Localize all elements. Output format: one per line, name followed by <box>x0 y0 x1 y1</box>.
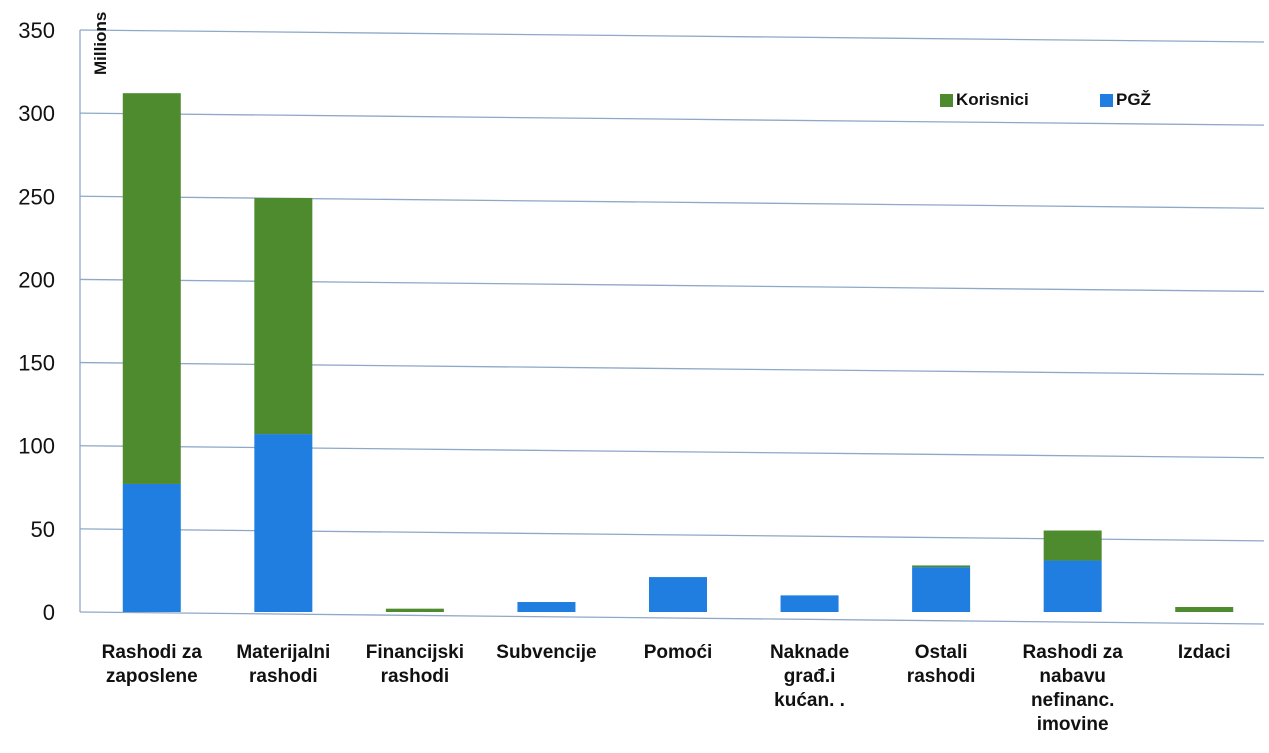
x-tick-label: Naknade građ.i kućan. . <box>770 642 849 711</box>
x-tick-label: Materijalni rashodi <box>236 642 330 687</box>
x-tick-label-line: Subvencije <box>496 642 596 663</box>
x-tick-label: Subvencije <box>496 642 596 663</box>
bar-korisnici <box>1043 530 1102 561</box>
y-axis-ticks: 0 50 100 150 200 250 300 350 <box>18 18 55 625</box>
x-tick-label-line: Pomoći <box>644 642 713 663</box>
x-tick-label-line: rashodi <box>249 666 318 687</box>
gridline <box>79 611 1265 625</box>
y-tick-label: 250 <box>18 184 55 209</box>
x-tick-label: Izdaci <box>1178 642 1231 663</box>
bar-pgz <box>780 595 839 612</box>
x-tick-label-line: imovine <box>1037 714 1109 735</box>
gridline <box>79 29 1265 43</box>
legend-swatch-pgz <box>1100 93 1113 107</box>
legend-item-korisnici: Korisnici <box>940 90 1029 110</box>
bar-pgz <box>122 483 181 612</box>
x-tick-label-line: nabavu <box>1039 666 1106 687</box>
x-tick-label-line: zaposlene <box>106 666 198 687</box>
gridline <box>79 112 1265 126</box>
x-tick-label-line: Rashodi za <box>102 642 203 663</box>
y-tick-label: 100 <box>18 434 55 459</box>
y-tick-label: 150 <box>18 351 55 376</box>
legend-label-korisnici: Korisnici <box>956 90 1029 109</box>
x-tick-label-line: rashodi <box>907 666 976 687</box>
x-tick-label-line: Materijalni <box>236 642 330 663</box>
x-tick-label-line: kućan. . <box>774 690 845 711</box>
y-tick-label: 350 <box>18 18 55 43</box>
x-tick-label: Financijski rashodi <box>366 642 464 687</box>
bar-korisnici <box>122 93 181 484</box>
bar-pgz <box>649 577 707 612</box>
x-tick-label: Rashodi za nabavu nefinanc. imovine <box>1023 642 1124 735</box>
x-tick-label-line: Naknade <box>770 642 849 663</box>
y-tick-label: 50 <box>31 517 55 542</box>
bar-korisnici <box>254 197 313 435</box>
y-tick-label: 300 <box>18 101 55 126</box>
bar-pgz <box>1043 560 1102 612</box>
bars <box>122 93 1234 612</box>
y-tick-label: 0 <box>43 600 55 625</box>
legend-label-pgz: PGŽ <box>1116 90 1151 109</box>
x-tick-label: Rashodi za zaposlene <box>102 642 203 687</box>
x-tick-label: Pomoći <box>644 642 713 663</box>
x-tick-label-line: rashodi <box>381 666 450 687</box>
bar-pgz <box>912 567 971 612</box>
x-tick-label-line: nefinanc. <box>1031 690 1114 711</box>
y-axis-label: Millions <box>91 11 110 75</box>
x-tick-label-line: Financijski <box>366 642 464 663</box>
bar-korisnici <box>912 565 971 568</box>
bar-pgz <box>517 602 576 612</box>
bar-korisnici <box>385 608 444 612</box>
y-tick-label: 200 <box>18 267 55 292</box>
x-tick-label-line: Rashodi za <box>1023 642 1124 663</box>
x-tick-label: Ostali rashodi <box>907 642 976 687</box>
legend-item-pgz: PGŽ <box>1100 90 1151 110</box>
x-tick-label-line: građ.i <box>784 666 836 687</box>
x-tick-label-line: Ostali <box>915 642 968 663</box>
legend-swatch-korisnici <box>940 93 953 107</box>
x-tick-label-line: Izdaci <box>1178 642 1231 663</box>
bar-pgz <box>254 434 313 612</box>
bar-korisnici <box>1175 607 1234 612</box>
